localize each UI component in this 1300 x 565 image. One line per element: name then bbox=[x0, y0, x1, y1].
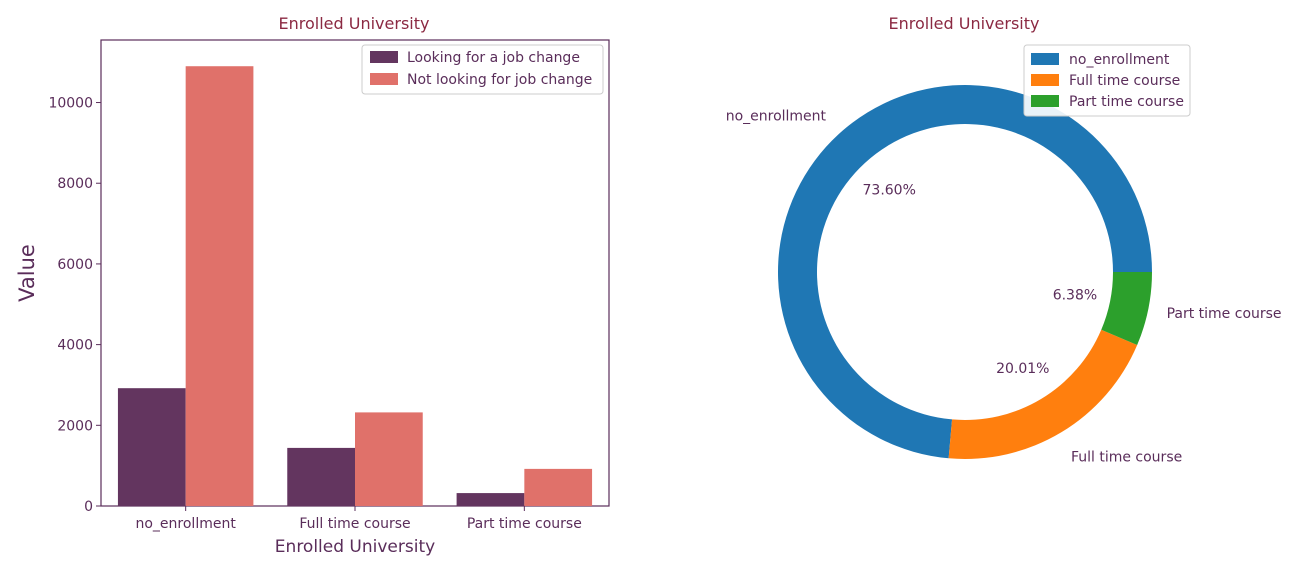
y-tick-label: 8000 bbox=[57, 176, 93, 192]
pie-slices bbox=[778, 85, 1152, 460]
pie-legend-label-part-time: Part time course bbox=[1069, 94, 1184, 110]
bar-looking-for-a-job-change-full-time-course bbox=[287, 447, 355, 506]
bar-looking-for-a-job-change-part-time-course bbox=[456, 493, 525, 506]
bar-not-looking-for-job-change-full-time-course bbox=[355, 412, 423, 506]
x-tick-label: Full time course bbox=[299, 516, 410, 532]
pie-category-label-full-time-course: Full time course bbox=[1071, 449, 1182, 465]
pie-legend-swatch-no-enrollment bbox=[1031, 53, 1059, 65]
y-tick-label: 6000 bbox=[57, 257, 93, 273]
pie-slice-part-time-course bbox=[1101, 272, 1152, 345]
pie-legend: no_enrollment Full time course Part time… bbox=[1023, 44, 1191, 117]
pie-percent-label-full-time-course: 20.01% bbox=[996, 361, 1049, 377]
bar-looking-for-a-job-change-no-enrollment bbox=[117, 388, 186, 506]
pie-legend-label-full-time: Full time course bbox=[1069, 73, 1180, 89]
pie-percent-label-no-enrollment: 73.60% bbox=[863, 182, 916, 198]
y-tick-label: 2000 bbox=[57, 418, 93, 434]
x-tick-label: Part time course bbox=[467, 516, 582, 532]
pie-slice-full-time-course bbox=[948, 329, 1138, 460]
pie-legend-frame bbox=[1023, 44, 1191, 117]
pie-chart: Enrolled University 73.60% no_enrollment 2… bbox=[726, 14, 1282, 465]
pie-percent-label-part-time-course: 6.38% bbox=[1053, 287, 1097, 303]
pie-category-label-no-enrollment: no_enrollment bbox=[726, 108, 827, 124]
pie-legend-swatch-part-time bbox=[1031, 95, 1059, 107]
bar-chart: Enrolled University 0 2000 4000 6000 8000 100… bbox=[15, 14, 610, 557]
bar-legend-swatch-not-looking bbox=[370, 73, 398, 85]
bar-legend-frame bbox=[361, 44, 604, 95]
bar-not-looking-for-job-change-no-enrollment bbox=[185, 66, 254, 507]
pie-chart-title: Enrolled University bbox=[889, 14, 1040, 33]
y-axis-ticks: 0 2000 4000 6000 8000 10000 bbox=[48, 96, 101, 515]
pie-category-label-part-time-course: Part time course bbox=[1167, 306, 1282, 322]
y-tick-label: 4000 bbox=[57, 338, 93, 354]
pie-legend-swatch-full-time bbox=[1031, 74, 1059, 86]
bars bbox=[117, 66, 593, 507]
y-tick-label: 10000 bbox=[48, 96, 93, 112]
bar-legend-label-looking: Looking for a job change bbox=[407, 50, 580, 66]
y-tick-label: 0 bbox=[84, 499, 93, 515]
y-axis-label: Value bbox=[15, 244, 39, 302]
bar-chart-title: Enrolled University bbox=[279, 14, 430, 33]
bar-legend: Looking for a job change Not looking for… bbox=[361, 44, 604, 95]
bar-legend-label-not-looking: Not looking for job change bbox=[407, 72, 592, 88]
x-axis-ticks: no_enrollment Full time course Part time c… bbox=[135, 506, 582, 532]
pie-labels: 73.60% no_enrollment 20.01% Full time cours… bbox=[726, 108, 1282, 465]
pie-legend-label-no-enrollment: no_enrollment bbox=[1069, 52, 1170, 68]
bar-not-looking-for-job-change-part-time-course bbox=[524, 468, 593, 506]
x-tick-label: no_enrollment bbox=[135, 516, 236, 532]
x-axis-label: Enrolled University bbox=[275, 537, 435, 557]
bar-legend-swatch-looking bbox=[370, 51, 398, 63]
